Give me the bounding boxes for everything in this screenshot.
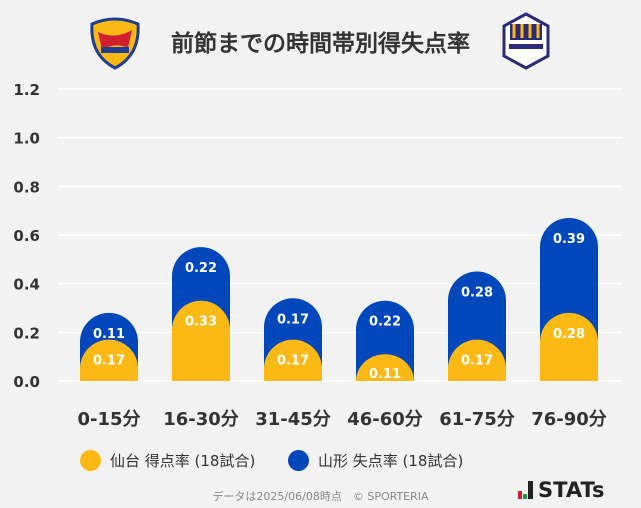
legend-swatch-sendai [80, 450, 101, 471]
legend-label-yamagata: 山形 失点率 (18試合) [318, 452, 464, 470]
bar-sendai [80, 339, 138, 381]
data-label-yamagata: 0.22 [185, 261, 217, 276]
y-tick-label: 0.4 [13, 276, 40, 294]
data-label-sendai: 0.17 [93, 354, 125, 369]
x-tick-label: 76-90分 [531, 409, 607, 430]
data-label-yamagata: 0.17 [277, 312, 309, 327]
data-label-sendai: 0.17 [461, 354, 493, 369]
stats-bars-icon [518, 481, 533, 499]
stats-brand: STATs [518, 478, 604, 502]
y-tick-label: 1.2 [13, 81, 40, 99]
bar-sendai [356, 354, 414, 381]
bar-sendai [172, 300, 230, 381]
legend-label-sendai: 仙台 得点率 (18試合) [110, 452, 256, 470]
legend-item-yamagata: 山形 失点率 (18試合) [288, 450, 463, 471]
y-tick-label: 0.2 [13, 324, 40, 342]
data-label-yamagata: 0.11 [93, 327, 125, 342]
data-label-sendai: 0.33 [185, 315, 217, 330]
data-label-yamagata: 0.28 [461, 286, 493, 301]
y-tick-label: 0.0 [13, 373, 40, 391]
x-tick-label: 16-30分 [163, 409, 239, 430]
data-label-sendai: 0.17 [277, 354, 309, 369]
plot-area: 0.0 0.2 0.4 0.6 0.8 1.0 1.2 0.11 0.17 0-15分 0.22 0.… [13, 81, 622, 430]
bar-sendai [264, 339, 322, 381]
x-tick-label: 31-45分 [255, 409, 331, 430]
x-tick-label: 46-60分 [347, 409, 423, 430]
bar-sendai [540, 312, 598, 381]
data-label-sendai: 0.28 [553, 327, 585, 342]
data-label-sendai: 0.11 [369, 367, 401, 382]
y-tick-label: 1.0 [13, 130, 40, 148]
x-tick-label: 0-15分 [77, 409, 140, 430]
y-tick-label: 0.6 [13, 227, 40, 245]
page-title: 前節までの時間帯別得失点率 [171, 31, 470, 57]
vegalta-logo [90, 12, 550, 70]
legend-swatch-yamagata [288, 450, 309, 471]
data-label-yamagata: 0.22 [369, 315, 401, 330]
legend-item-sendai: 仙台 得点率 (18試合) [80, 450, 255, 471]
x-tick-label: 61-75分 [439, 409, 515, 430]
stats-brand-text: STATs [538, 478, 605, 502]
y-tick-label: 0.8 [13, 178, 40, 196]
footer-note: データは2025/06/08時点 © SPORTERIA [212, 490, 429, 503]
bar-sendai [448, 339, 506, 381]
data-label-yamagata: 0.39 [553, 232, 585, 247]
